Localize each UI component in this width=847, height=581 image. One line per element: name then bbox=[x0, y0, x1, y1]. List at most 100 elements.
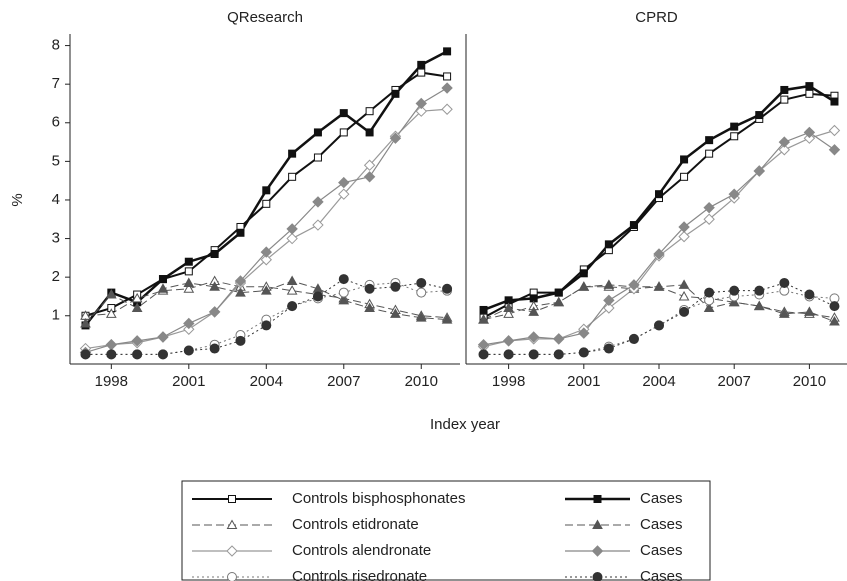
marker bbox=[286, 223, 298, 235]
marker bbox=[288, 149, 297, 158]
marker bbox=[728, 188, 740, 200]
marker bbox=[478, 314, 489, 324]
marker bbox=[132, 349, 143, 360]
marker bbox=[260, 285, 272, 295]
marker bbox=[705, 136, 714, 145]
marker bbox=[680, 155, 689, 164]
legend-label: Cases bbox=[640, 542, 683, 559]
marker bbox=[441, 103, 453, 115]
y-tick-label: 5 bbox=[52, 152, 60, 169]
marker bbox=[338, 287, 349, 298]
marker bbox=[227, 572, 237, 581]
marker bbox=[829, 301, 840, 312]
marker bbox=[503, 302, 514, 313]
marker bbox=[262, 199, 271, 208]
marker bbox=[184, 267, 193, 276]
marker bbox=[183, 317, 195, 330]
y-tick-label: 4 bbox=[52, 191, 60, 208]
marker bbox=[365, 128, 374, 137]
marker bbox=[208, 306, 221, 318]
x-tick-label: 2007 bbox=[718, 373, 751, 390]
panel-title: CPRD bbox=[635, 9, 678, 26]
plot-area bbox=[79, 47, 453, 360]
marker bbox=[803, 132, 816, 144]
marker bbox=[779, 277, 790, 288]
marker bbox=[338, 188, 350, 200]
marker bbox=[703, 302, 715, 313]
marker bbox=[478, 349, 489, 360]
marker bbox=[105, 289, 117, 299]
marker bbox=[209, 343, 220, 354]
marker bbox=[503, 349, 514, 360]
marker bbox=[728, 296, 740, 307]
x-tick-label: 2001 bbox=[172, 373, 205, 390]
y-tick-label: 2 bbox=[52, 268, 60, 285]
marker bbox=[416, 287, 427, 298]
marker bbox=[313, 153, 322, 162]
marker bbox=[578, 281, 590, 291]
legend-label: Controls etidronate bbox=[292, 516, 419, 533]
marker bbox=[729, 285, 740, 296]
marker bbox=[365, 107, 374, 116]
marker bbox=[417, 60, 426, 69]
marker bbox=[363, 159, 376, 171]
marker bbox=[730, 132, 739, 141]
marker bbox=[286, 232, 298, 245]
marker bbox=[830, 97, 839, 106]
marker bbox=[753, 300, 765, 311]
marker bbox=[338, 294, 350, 305]
marker bbox=[339, 128, 348, 137]
marker bbox=[183, 277, 195, 287]
x-tick-label: 2004 bbox=[642, 373, 675, 390]
marker bbox=[157, 349, 168, 360]
marker bbox=[287, 301, 298, 312]
marker bbox=[679, 306, 690, 317]
marker bbox=[553, 333, 565, 345]
marker bbox=[804, 306, 815, 316]
marker bbox=[106, 349, 117, 360]
marker bbox=[780, 85, 789, 94]
legend-box bbox=[181, 480, 711, 581]
marker bbox=[678, 221, 690, 233]
legend-label: Cases bbox=[640, 568, 683, 581]
marker bbox=[655, 190, 664, 199]
marker bbox=[80, 349, 91, 360]
marker bbox=[390, 308, 401, 318]
marker bbox=[416, 277, 427, 288]
marker bbox=[805, 89, 814, 98]
y-tick-label: 8 bbox=[52, 37, 60, 54]
marker bbox=[503, 308, 514, 318]
marker bbox=[442, 283, 453, 294]
marker bbox=[415, 97, 427, 110]
legend-label: Controls bisphosphonates bbox=[292, 490, 465, 507]
x-tick-label: 1998 bbox=[492, 373, 525, 390]
marker bbox=[157, 283, 169, 293]
marker bbox=[603, 294, 615, 307]
marker bbox=[286, 275, 298, 286]
marker bbox=[703, 201, 715, 214]
marker bbox=[158, 275, 167, 284]
marker bbox=[502, 335, 515, 347]
marker bbox=[443, 72, 452, 81]
marker bbox=[105, 308, 117, 318]
panel-title: QResearch bbox=[227, 9, 303, 26]
x-tick-label: 1998 bbox=[95, 373, 128, 390]
marker bbox=[210, 250, 219, 258]
marker bbox=[338, 274, 349, 285]
marker bbox=[183, 283, 195, 293]
marker bbox=[653, 281, 665, 291]
marker bbox=[415, 312, 427, 322]
marker bbox=[131, 335, 143, 347]
x-tick-label: 2007 bbox=[327, 373, 360, 390]
marker bbox=[591, 545, 604, 557]
marker bbox=[312, 219, 324, 231]
marker bbox=[441, 314, 453, 324]
marker bbox=[593, 495, 602, 503]
marker bbox=[288, 172, 297, 181]
marker bbox=[578, 347, 589, 358]
x-tick-label: 2010 bbox=[405, 373, 438, 390]
marker bbox=[364, 283, 375, 294]
marker bbox=[804, 289, 815, 300]
marker bbox=[730, 122, 739, 131]
y-tick-label: 7 bbox=[52, 75, 60, 92]
